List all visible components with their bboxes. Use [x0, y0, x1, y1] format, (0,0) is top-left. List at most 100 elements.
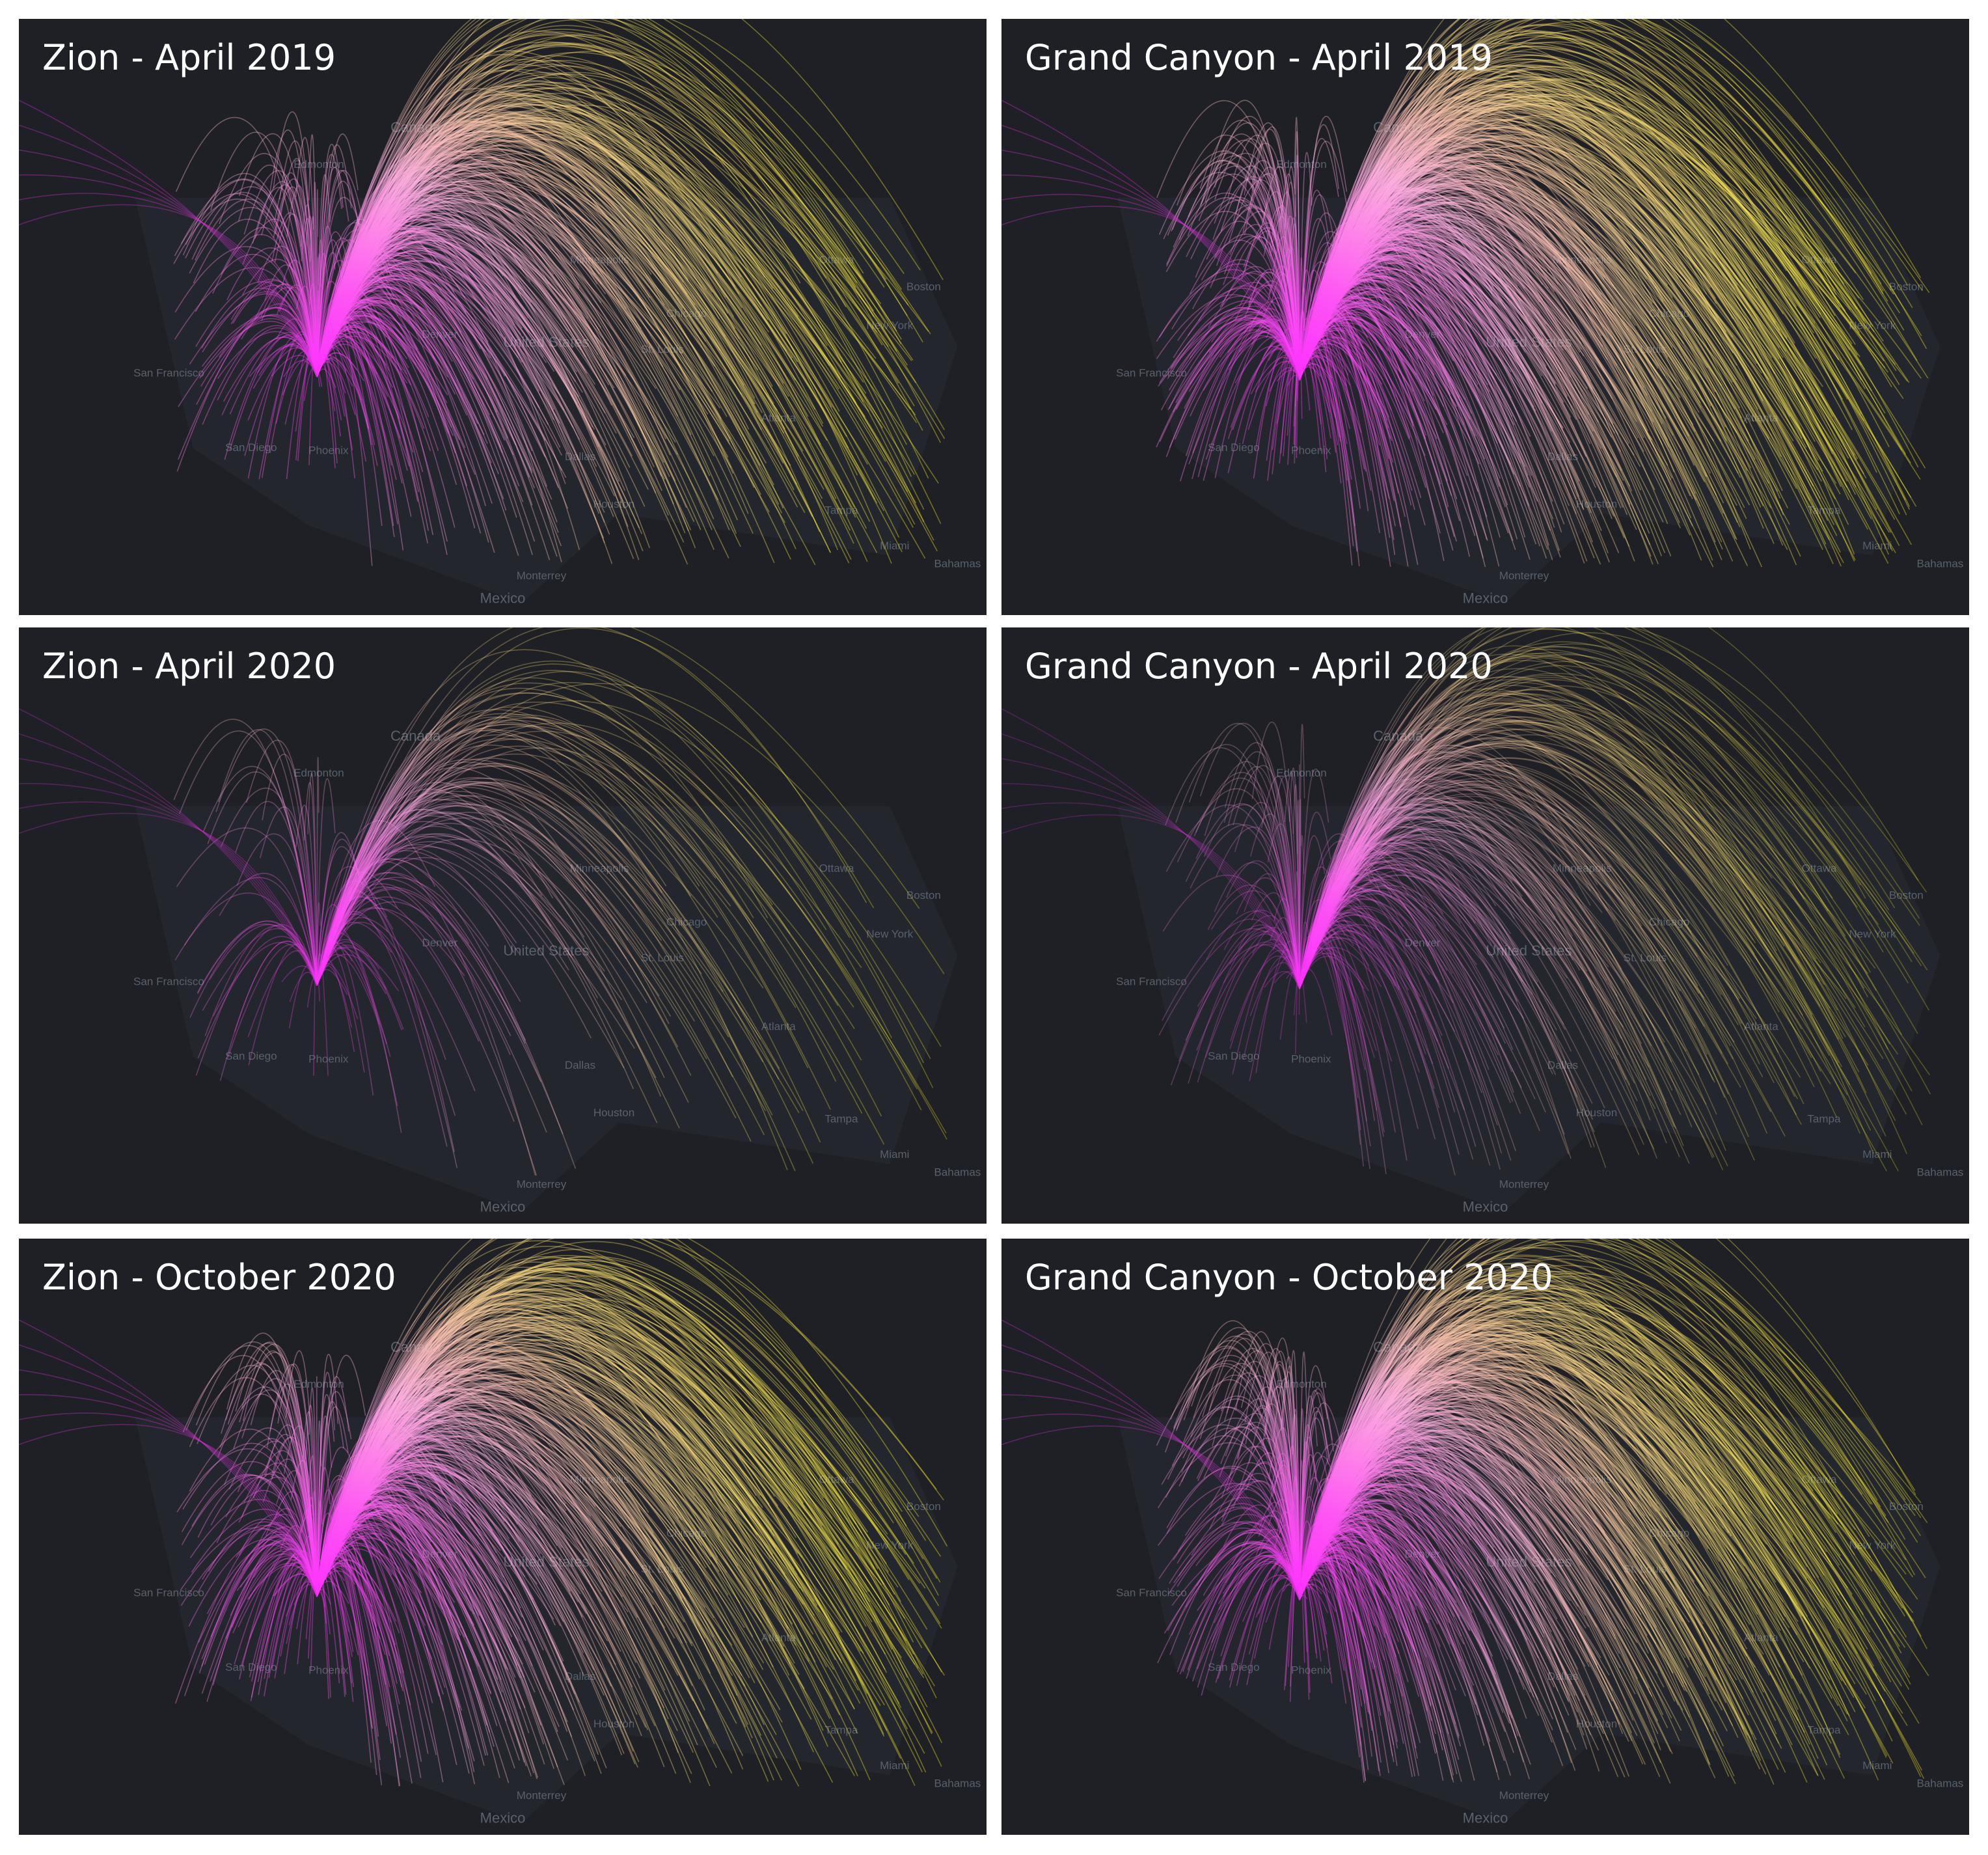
flow-arc [1181, 1379, 1300, 1601]
flow-arc [1299, 1347, 1729, 1601]
flow-arc [316, 238, 364, 378]
flow-arc [1299, 1263, 1773, 1601]
flow-arc [316, 901, 511, 1036]
flow-arc [316, 1239, 927, 1597]
flow-arc [316, 170, 363, 378]
map-label: Monterrey [1499, 1789, 1549, 1802]
flow-arc [19, 1394, 318, 1597]
flow-arc [316, 1239, 919, 1597]
flow-arcs [1001, 1239, 1929, 1785]
flow-arc [316, 1393, 698, 1746]
flow-arc [1299, 851, 1578, 1097]
flow-arc [197, 1524, 318, 1597]
flow-arc [1193, 777, 1300, 989]
flow-arc [1288, 767, 1300, 989]
flow-arc [19, 782, 318, 986]
flow-arc [215, 728, 318, 986]
map-label: Mexico [480, 1199, 526, 1215]
flow-arc [316, 911, 448, 1147]
flow-arc [316, 267, 530, 478]
flow-arc [316, 942, 391, 1057]
flow-arc [1190, 322, 1300, 385]
flow-arc [1299, 646, 1884, 989]
flow-arc [1299, 316, 1426, 439]
flow-arcs [1001, 627, 1931, 1175]
flow-arc [316, 1354, 366, 1597]
flow-arc [1299, 1239, 1916, 1601]
flow-arc [316, 41, 914, 378]
flow-arc [316, 784, 729, 1037]
map-label: Miami [880, 540, 909, 552]
flow-arc [1299, 627, 1861, 989]
flow-arc [19, 174, 318, 378]
flow-arc [316, 1500, 370, 1597]
flow-arc [210, 1543, 318, 1638]
flow-arc [1280, 1371, 1300, 1601]
flow-arc [1299, 888, 1501, 1170]
flow-arc [19, 1412, 318, 1597]
flow-arc [248, 1527, 318, 1597]
flow-arc [316, 1349, 816, 1663]
flow-arc [19, 1423, 318, 1597]
flow-arc [283, 1425, 318, 1597]
flow-arc [316, 257, 540, 392]
flow-arc [210, 1476, 318, 1597]
flow-arc [1001, 1344, 1300, 1601]
flow-arc [295, 137, 318, 378]
flow-arc [1299, 135, 1841, 553]
flow-arc [316, 141, 736, 378]
flow-arc [1299, 730, 1728, 989]
flow-arc [1206, 910, 1300, 989]
flow-arc [1161, 1424, 1300, 1601]
flow-arc [1299, 924, 1456, 1032]
flow-arc [1299, 665, 1872, 989]
map-label: Bahamas [1916, 558, 1963, 570]
flow-arc [235, 801, 318, 986]
flow-arc [19, 733, 318, 986]
flow-arc [1299, 141, 1348, 381]
flow-arc [316, 295, 428, 543]
flow-arc [1299, 747, 1815, 1088]
flow-arcs [19, 1239, 948, 1787]
map-label: Bahamas [1916, 1778, 1963, 1790]
flow-arc [1272, 776, 1300, 989]
flow-arc [1299, 773, 1729, 1095]
flow-arc [316, 1295, 884, 1735]
map-label: Tampa [824, 504, 858, 516]
flow-arc [316, 1513, 336, 1597]
flow-arc [19, 149, 318, 378]
flow-arc [185, 1345, 318, 1597]
flow-arc [175, 117, 318, 378]
flow-arc [1167, 1522, 1300, 1601]
flow-arc [316, 1401, 344, 1597]
flow-arc [316, 19, 923, 378]
flow-arc [1001, 758, 1300, 989]
flow-arc [262, 754, 318, 986]
flow-arc [316, 926, 398, 1106]
flow-arc [1001, 1394, 1300, 1601]
flow-arc [1165, 193, 1300, 381]
flow-arc [19, 1369, 318, 1597]
map-label: Bahamas [1916, 1166, 1963, 1179]
flow-arc [316, 1415, 333, 1597]
flow-arc [1299, 1455, 1339, 1601]
flow-arc [286, 185, 318, 378]
map-label: San Francisco [133, 976, 204, 988]
flow-arc [1176, 134, 1300, 381]
map-label: Houston [593, 1106, 634, 1119]
flow-arc [195, 281, 318, 378]
panel-title: Grand Canyon - April 2020 [1025, 646, 1493, 687]
flow-arc [279, 140, 318, 378]
flow-arc [1242, 1574, 1300, 1622]
flow-arc [1299, 1319, 1765, 1601]
map-label: Tampa [1807, 1112, 1841, 1125]
flow-arc [1250, 126, 1300, 381]
flow-arc [1299, 1247, 1866, 1601]
flow-arc [1299, 768, 1329, 989]
flow-arc [316, 1269, 890, 1597]
flow-arc [197, 923, 318, 995]
flow-arc [316, 722, 922, 1110]
map-label: Phoenix [1291, 445, 1331, 457]
flow-arc [316, 1338, 679, 1597]
map-label: Phoenix [308, 1053, 349, 1065]
